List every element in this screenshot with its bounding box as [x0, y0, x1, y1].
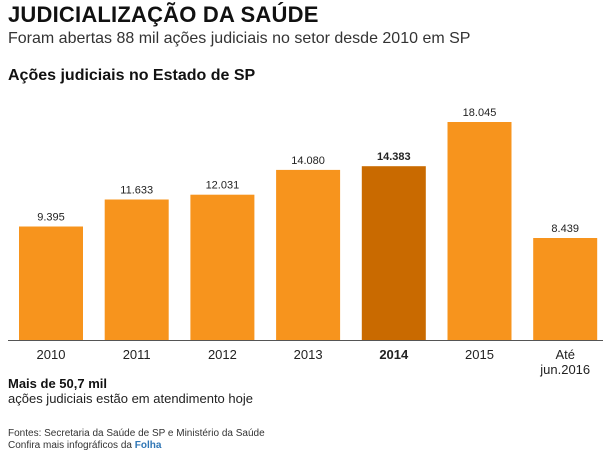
folha-link[interactable]: Folha [134, 440, 162, 451]
value-label: 14.080 [291, 155, 325, 167]
x-tick-label: 2015 [465, 347, 494, 362]
bar-2015 [447, 122, 512, 340]
value-label: 18.045 [463, 107, 497, 119]
chart-title: Ações judiciais no Estado de SP [8, 67, 256, 84]
x-tick-label: 2010 [37, 347, 66, 362]
bar-at-jun-2016 [533, 238, 598, 340]
bar-2011 [104, 199, 169, 340]
note-title: Mais de 50,7 mil [8, 376, 107, 391]
bar-2012 [190, 194, 255, 340]
value-label: 12.031 [206, 180, 240, 192]
value-label: 11.633 [120, 185, 153, 197]
x-tick-label: 2013 [294, 347, 323, 362]
value-label: 8.439 [551, 223, 579, 235]
bar-2014 [361, 166, 426, 340]
infographic-title: JUDICIALIZAÇÃO DA SAÚDE [8, 2, 319, 27]
x-tick-label: 2014 [379, 347, 409, 362]
sources-text: Fontes: Secretaria da Saúde de SP e Mini… [8, 428, 265, 439]
bar-2013 [276, 169, 341, 340]
more-infographics-prefix: Confira mais infográficos da [8, 440, 132, 451]
x-tick-label: 2011 [123, 347, 151, 362]
x-tick-label: Até jun.2016 [539, 347, 590, 377]
value-label: 9.395 [37, 212, 65, 224]
x-tick-label: 2012 [208, 347, 237, 362]
bar-2010 [19, 226, 83, 340]
value-label: 14.383 [377, 151, 411, 163]
bar-chart: 9.395 2010 11.633 2011 12.031 2012 14.080 2013 1… [8, 107, 603, 377]
note-text: ações judiciais estão em atendimento hoj… [8, 391, 253, 406]
more-infographics-text: Confira mais infográficos da Folha [8, 440, 161, 451]
infographic-subtitle: Foram abertas 88 mil ações judiciais no … [8, 30, 471, 47]
